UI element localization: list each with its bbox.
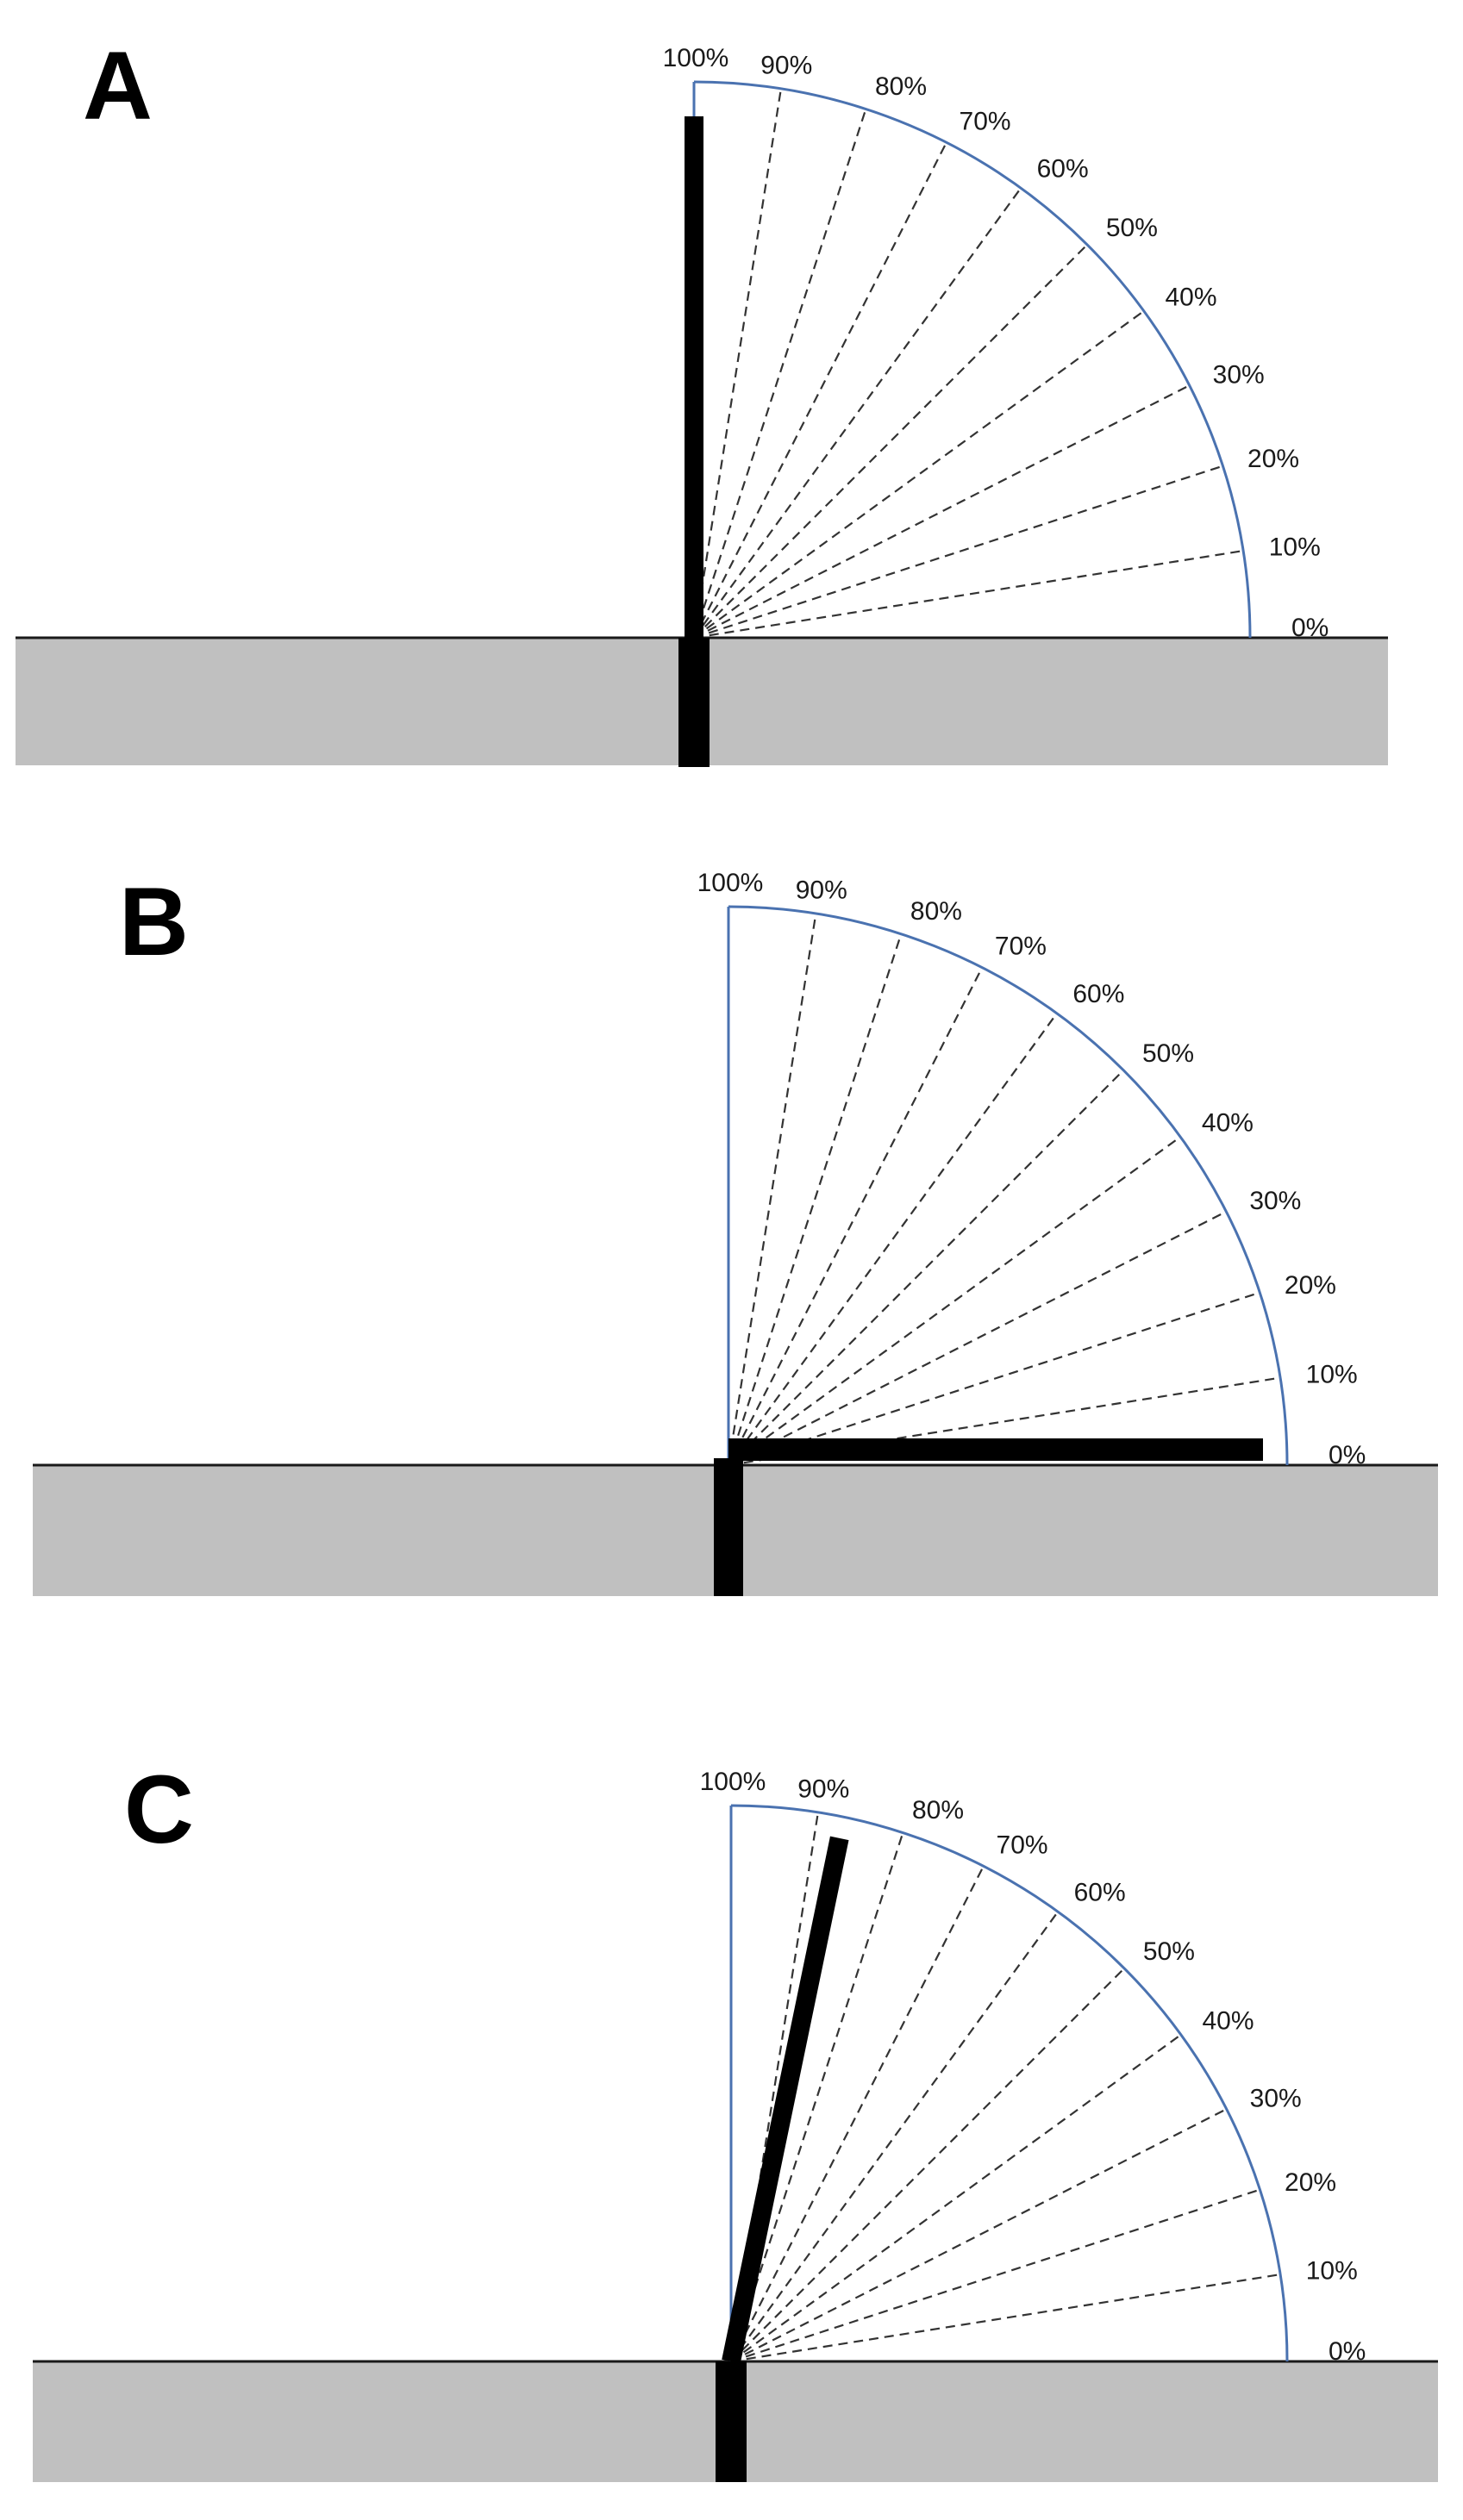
scale-label: 100%: [700, 1768, 766, 1796]
scale-label: 0%: [1329, 2337, 1366, 2366]
scale-arc: [728, 905, 1289, 1466]
scale-label: 60%: [1074, 1879, 1126, 1907]
stalk-base: [716, 2361, 747, 2482]
scale-label: 60%: [1072, 980, 1124, 1008]
scale-label: 0%: [1329, 1441, 1366, 1469]
scale-ray: [730, 2033, 1182, 2362]
scale-ray: [693, 244, 1088, 639]
scale-arc: [693, 80, 1252, 639]
scale-ray: [692, 88, 782, 639]
panel-label: C: [124, 1756, 194, 1863]
scale-label: 20%: [1247, 445, 1299, 473]
scale-label: 50%: [1106, 214, 1158, 242]
scale-label: 60%: [1037, 155, 1089, 184]
scale-ray: [693, 550, 1244, 639]
panel-b: B 0% 10% 20% 30% 40% 50% 60% 70% 80% 90% 100%: [33, 868, 1438, 1596]
panel-label: B: [119, 868, 189, 976]
scale-label: 20%: [1285, 1271, 1336, 1300]
scale-label: 70%: [995, 933, 1047, 961]
scale-ray: [693, 384, 1191, 639]
scale-label: 90%: [797, 1775, 849, 1803]
scale-ray: [693, 187, 1022, 639]
scale-label: 0%: [1291, 614, 1329, 642]
scale-label: 100%: [663, 44, 729, 72]
stalk-base: [678, 638, 710, 767]
scale-label: 50%: [1143, 1937, 1195, 1966]
scale-ray: [730, 2274, 1281, 2363]
angle-scale: 0% 10% 20% 30% 40% 50% 60% 70% 80% 90% 100%: [663, 44, 1329, 642]
scale-label: 90%: [760, 51, 812, 79]
scale-ray: [730, 2188, 1260, 2363]
scale-label: 30%: [1249, 1187, 1301, 1215]
scale-ray: [730, 1865, 985, 2362]
scale-ray: [728, 1291, 1260, 1467]
scale-label: 30%: [1250, 2084, 1302, 2112]
scale-label: 70%: [997, 1831, 1048, 1859]
stalk-base: [714, 1458, 743, 1596]
scale-arc: [730, 1804, 1289, 2362]
scale-label: 30%: [1213, 360, 1265, 389]
scale-label: 90%: [796, 876, 847, 904]
scale-ray: [692, 109, 867, 639]
scale-ray: [730, 2108, 1228, 2362]
scale-label: 40%: [1165, 283, 1216, 311]
scale-ray: [693, 465, 1223, 639]
scale-ray: [727, 933, 903, 1466]
angle-scale: 0% 10% 20% 30% 40% 50% 60% 70% 80% 90% 100%: [700, 1768, 1366, 2366]
panel-a: A 0% 10% 20% 30% 40% 50% 60% 70% 80% 90% 100%: [16, 32, 1388, 767]
scale-label: 100%: [697, 869, 764, 897]
scale-label: 10%: [1306, 2257, 1358, 2286]
scale-ray: [728, 1013, 1058, 1466]
scale-label: 80%: [875, 72, 927, 101]
scale-label: 70%: [960, 107, 1011, 135]
scale-ray: [728, 1136, 1181, 1466]
angle-scale: 0% 10% 20% 30% 40% 50% 60% 70% 80% 90% 100%: [697, 869, 1366, 1469]
scale-ray: [693, 309, 1145, 639]
scale-label: 10%: [1269, 533, 1321, 562]
scale-label: 80%: [912, 1796, 964, 1825]
panel-label: A: [83, 32, 153, 140]
scale-ray: [727, 913, 817, 1466]
scale-label: 50%: [1142, 1039, 1194, 1068]
scale-ray: [693, 141, 947, 639]
scale-ray: [730, 1968, 1125, 2362]
scale-label: 80%: [910, 897, 962, 926]
scale-ray: [728, 1210, 1227, 1466]
panel-c: C 0% 10% 20% 30% 40% 50% 60% 70% 80% 90% 100%: [33, 1756, 1438, 2482]
scale-label: 40%: [1202, 2006, 1254, 2035]
scale-label: 40%: [1202, 1109, 1254, 1138]
scale-label: 20%: [1285, 2168, 1336, 2197]
scale-label: 10%: [1306, 1360, 1358, 1388]
stalk: [722, 1836, 849, 2364]
scale-ray: [728, 967, 984, 1466]
scale-ray: [728, 1070, 1124, 1466]
